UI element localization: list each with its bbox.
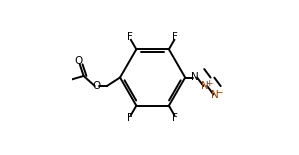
Text: F: F xyxy=(172,32,178,42)
Text: −: − xyxy=(215,87,222,96)
Text: N: N xyxy=(211,90,219,100)
Text: N: N xyxy=(202,81,209,91)
Text: F: F xyxy=(172,113,178,123)
Text: +: + xyxy=(205,79,212,88)
Text: F: F xyxy=(127,32,133,42)
Text: F: F xyxy=(127,113,133,123)
Text: N: N xyxy=(191,73,199,82)
Text: O: O xyxy=(75,56,83,66)
Text: O: O xyxy=(93,81,101,91)
